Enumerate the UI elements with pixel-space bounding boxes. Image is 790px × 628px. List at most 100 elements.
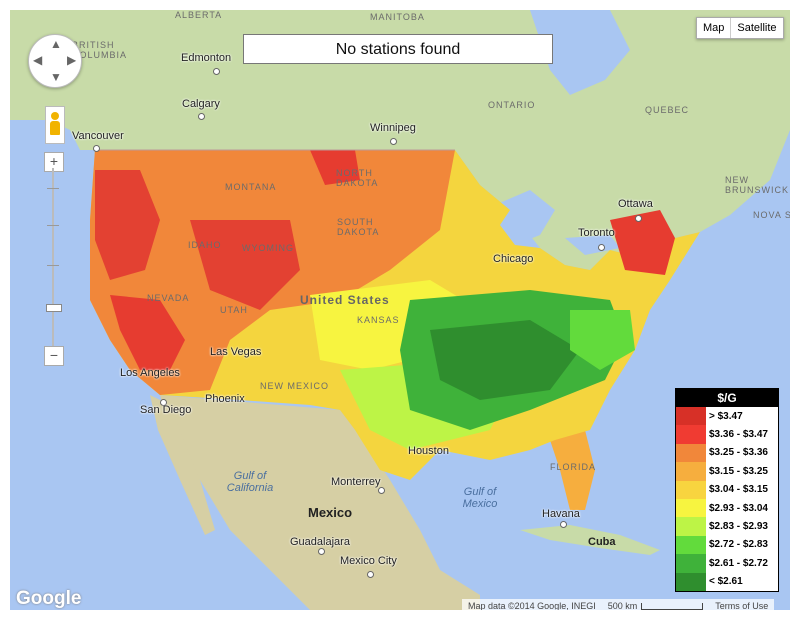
pegman-head (51, 112, 59, 120)
label-winnipeg: Winnipeg (370, 122, 416, 134)
map-type-control: Map Satellite (696, 17, 784, 39)
label-gulf-of-mexico: Gulf of Mexico (462, 486, 498, 510)
legend-row: $2.93 - $3.04 (676, 498, 778, 518)
legend-swatch (676, 572, 706, 591)
label-florida: FLORIDA (550, 462, 597, 472)
label-phoenix: Phoenix (205, 393, 245, 405)
legend-swatch (676, 535, 706, 555)
label-kansas: KANSAS (357, 315, 400, 325)
legend-label: $2.83 - $2.93 (709, 521, 768, 533)
label-montana: MONTANA (225, 182, 277, 192)
label-manitoba: MANITOBA (370, 12, 425, 22)
pegman-icon[interactable] (45, 106, 65, 144)
label-mexico: Mexico (308, 505, 353, 520)
label-new-brunswick: NEW BRUNSWICK (725, 175, 790, 195)
zoom-in-button[interactable]: + (44, 152, 64, 172)
legend-title: $/G (676, 389, 778, 407)
city-marker (213, 68, 220, 75)
scale-label: 500 km (607, 601, 638, 610)
pan-up-icon[interactable]: ▲ (50, 37, 62, 51)
city-marker (318, 548, 325, 555)
zoom-tick (47, 188, 59, 189)
label-nevada: NEVADA (147, 293, 190, 303)
scale-line (641, 602, 704, 610)
legend-row: > $3.47 (676, 407, 778, 426)
google-logo: Google (16, 588, 82, 609)
pegman-body (50, 121, 60, 135)
legend-swatch (676, 443, 706, 463)
legend-label: $2.93 - $3.04 (709, 502, 768, 514)
label-los-angeles: Los Angeles (120, 367, 180, 379)
legend-label: $2.61 - $2.72 (709, 557, 768, 569)
city-marker (635, 215, 642, 222)
label-chicago: Chicago (493, 253, 534, 265)
legend-swatch (676, 554, 706, 573)
label-british-columbia: BRITISH COLUMBIA (72, 40, 128, 60)
map-data-credit: Map data ©2014 Google, INEGI (468, 601, 596, 610)
pan-right-icon[interactable]: ▶ (67, 53, 77, 67)
legend-label: $2.72 - $2.83 (709, 539, 768, 551)
legend-row: $3.04 - $3.15 (676, 480, 778, 499)
label-calgary: Calgary (182, 98, 220, 110)
pan-left-icon[interactable]: ◀ (33, 53, 43, 67)
map-canvas[interactable]: ALBERTA MANITOBA BRITISH COLUMBIA ONTARI… (10, 10, 790, 610)
legend-rows: > $3.47 $3.36 - $3.47 $3.25 - $3.36 $3.15 -… (676, 407, 778, 591)
legend-label: $3.15 - $3.25 (709, 465, 768, 477)
legend-swatch (676, 517, 706, 536)
legend-row: $3.15 - $3.25 (676, 462, 778, 481)
legend-label: $3.04 - $3.15 (709, 484, 768, 496)
map-type-map-button[interactable]: Map (703, 22, 725, 34)
pan-control[interactable]: ▲ ▼ ◀ ▶ (28, 34, 82, 88)
label-toronto: Toronto (578, 227, 615, 239)
city-marker (160, 399, 167, 406)
label-south-dakota: SOUTH DAKOTA (337, 217, 380, 237)
legend-label: $3.25 - $3.36 (709, 447, 768, 459)
label-new-mexico: NEW MEXICO (260, 381, 330, 391)
legend-swatch (676, 498, 706, 518)
label-ontario: ONTARIO (488, 100, 536, 110)
legend-row: $2.61 - $2.72 (676, 554, 778, 573)
terms-of-use-link[interactable]: Terms of Use (715, 601, 769, 610)
legend-row: $2.72 - $2.83 (676, 535, 778, 555)
label-utah: UTAH (220, 305, 248, 315)
legend-label: $3.36 - $3.47 (709, 429, 768, 441)
city-marker (598, 244, 605, 251)
label-houston: Houston (408, 445, 449, 457)
legend-row: $3.36 - $3.47 (676, 425, 778, 444)
city-marker (560, 521, 567, 528)
label-mexico-city: Mexico City (340, 555, 397, 567)
legend-row: < $2.61 (676, 572, 778, 591)
label-gulf-of-california: Gulf of California (226, 470, 274, 494)
map-type-satellite-button[interactable]: Satellite (737, 22, 777, 34)
legend-swatch (676, 480, 706, 499)
map-type-divider (730, 18, 732, 38)
zoom-slider-handle[interactable] (46, 304, 62, 312)
label-united-states: United States (300, 293, 390, 307)
label-vancouver: Vancouver (72, 130, 124, 142)
label-wyoming: WYOMING (242, 243, 294, 253)
pan-down-icon[interactable]: ▼ (50, 70, 62, 84)
label-nova-scotia: NOVA SCOTIA (753, 210, 790, 220)
legend-swatch (676, 407, 706, 426)
label-ottawa: Ottawa (618, 198, 653, 210)
legend-row: $3.25 - $3.36 (676, 443, 778, 463)
label-havana: Havana (542, 508, 580, 520)
city-marker (367, 571, 374, 578)
label-cuba: Cuba (588, 536, 616, 548)
price-legend: $/G > $3.47 $3.36 - $3.47 $3.25 - $3.36 $3.… (675, 388, 779, 592)
legend-swatch (676, 462, 706, 481)
zoom-tick (47, 265, 59, 266)
city-marker (198, 113, 205, 120)
map-base (10, 10, 790, 610)
city-marker (378, 487, 385, 494)
legend-label: < $2.61 (709, 576, 743, 588)
label-north-dakota: NORTH DAKOTA (336, 168, 379, 188)
label-edmonton: Edmonton (181, 52, 232, 64)
zoom-out-button[interactable]: − (44, 346, 64, 366)
city-marker (390, 138, 397, 145)
status-box: No stations found (243, 34, 553, 64)
legend-swatch (676, 425, 706, 444)
label-alberta: ALBERTA (175, 10, 223, 20)
zoom-slider-track[interactable] (52, 168, 54, 346)
legend-label: > $3.47 (709, 410, 743, 422)
